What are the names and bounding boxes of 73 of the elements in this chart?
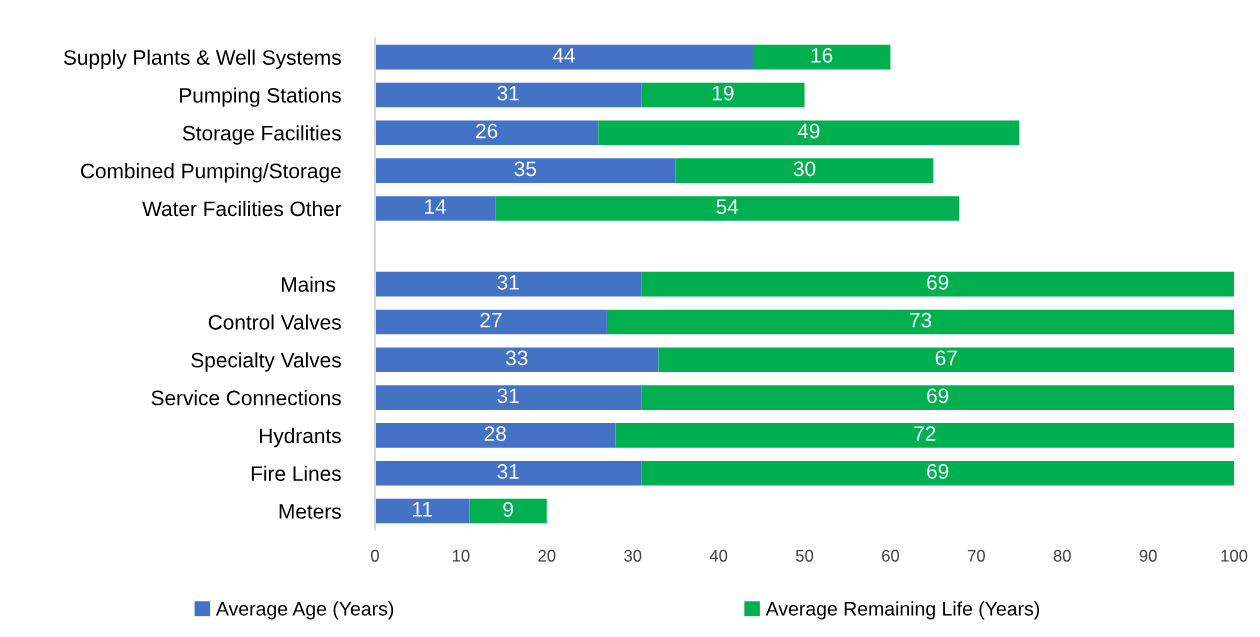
data-label: 11 — [413, 502, 433, 517]
bar — [641, 271, 1235, 297]
bar — [374, 309, 607, 335]
data-label: 49 — [797, 123, 820, 139]
x-tick-label: 50 — [795, 549, 814, 562]
bar — [598, 120, 1020, 146]
y-tick-label: Fire Lines — [251, 465, 341, 481]
x-tick-label: 100 — [1221, 549, 1248, 562]
data-label: 26 — [476, 123, 498, 139]
data-label: 9 — [503, 501, 513, 517]
data-label: 16 — [811, 47, 833, 63]
bar — [675, 158, 934, 183]
data-label: 27 — [480, 312, 502, 328]
data-label: 35 — [514, 161, 537, 177]
bar — [752, 44, 891, 70]
y-tick-label: Combined Pumping/Storage — [80, 163, 341, 183]
bar — [641, 385, 1235, 410]
y-tick-label: Meters — [279, 504, 341, 519]
bar — [641, 82, 805, 108]
x-tick-label: 90 — [1139, 549, 1157, 562]
data-label: 69 — [927, 388, 949, 404]
data-label: 72 — [914, 426, 936, 441]
x-tick-label: 70 — [967, 549, 985, 562]
data-label: 30 — [793, 161, 816, 177]
legend-label: Average Remaining Life (Years) — [765, 601, 1040, 620]
bar — [495, 196, 960, 221]
bar — [615, 423, 1235, 448]
bar — [374, 44, 753, 70]
x-tick-label: 0 — [370, 549, 379, 562]
y-tick-label: Specialty Valves — [191, 352, 341, 372]
bar — [374, 498, 470, 524]
data-label: 19 — [712, 85, 734, 101]
legend-label: Average Age (Years) — [215, 601, 394, 620]
bar — [374, 271, 642, 297]
data-label: 31 — [497, 388, 519, 404]
y-tick-label: Pumping Stations — [180, 87, 341, 107]
bar — [374, 423, 616, 448]
data-label: 31 — [497, 274, 519, 290]
data-label: 28 — [484, 426, 506, 442]
x-tick-label: 80 — [1053, 549, 1071, 562]
bar — [374, 347, 659, 373]
y-tick-label: Hydrants — [259, 427, 341, 448]
bar — [374, 120, 599, 146]
bar — [606, 309, 1235, 335]
x-tick-label: 10 — [452, 549, 470, 562]
data-label: 31 — [497, 464, 519, 479]
data-label: 44 — [552, 48, 575, 63]
x-tick-label: 40 — [709, 549, 728, 562]
bar — [374, 385, 642, 410]
bar — [374, 460, 642, 486]
y-tick-label: Control Valves — [208, 314, 341, 330]
x-tick-label: 30 — [624, 549, 642, 562]
bar — [641, 460, 1235, 486]
data-label: 14 — [425, 199, 447, 214]
data-label: 67 — [935, 350, 957, 366]
data-label: 69 — [927, 464, 949, 479]
data-label: 33 — [505, 350, 528, 366]
data-label: 31 — [497, 85, 519, 101]
bar — [469, 498, 547, 524]
data-label: 69 — [927, 274, 949, 290]
bar — [374, 196, 496, 221]
bar — [658, 347, 1235, 373]
y-tick-label: Water Facilities Other — [142, 200, 342, 217]
y-tick-label: Service Connections — [151, 390, 341, 406]
data-label: 73 — [909, 312, 932, 328]
x-tick-label: 60 — [881, 549, 900, 562]
y-tick-label: Storage Facilities — [182, 125, 341, 145]
data-label: 54 — [716, 199, 739, 215]
x-tick-label: 20 — [538, 549, 556, 562]
y-tick-label: Mains — [281, 276, 336, 292]
bar — [374, 158, 676, 183]
y-tick-label: Supply Plants & Well Systems — [63, 49, 341, 70]
bar — [374, 82, 642, 108]
